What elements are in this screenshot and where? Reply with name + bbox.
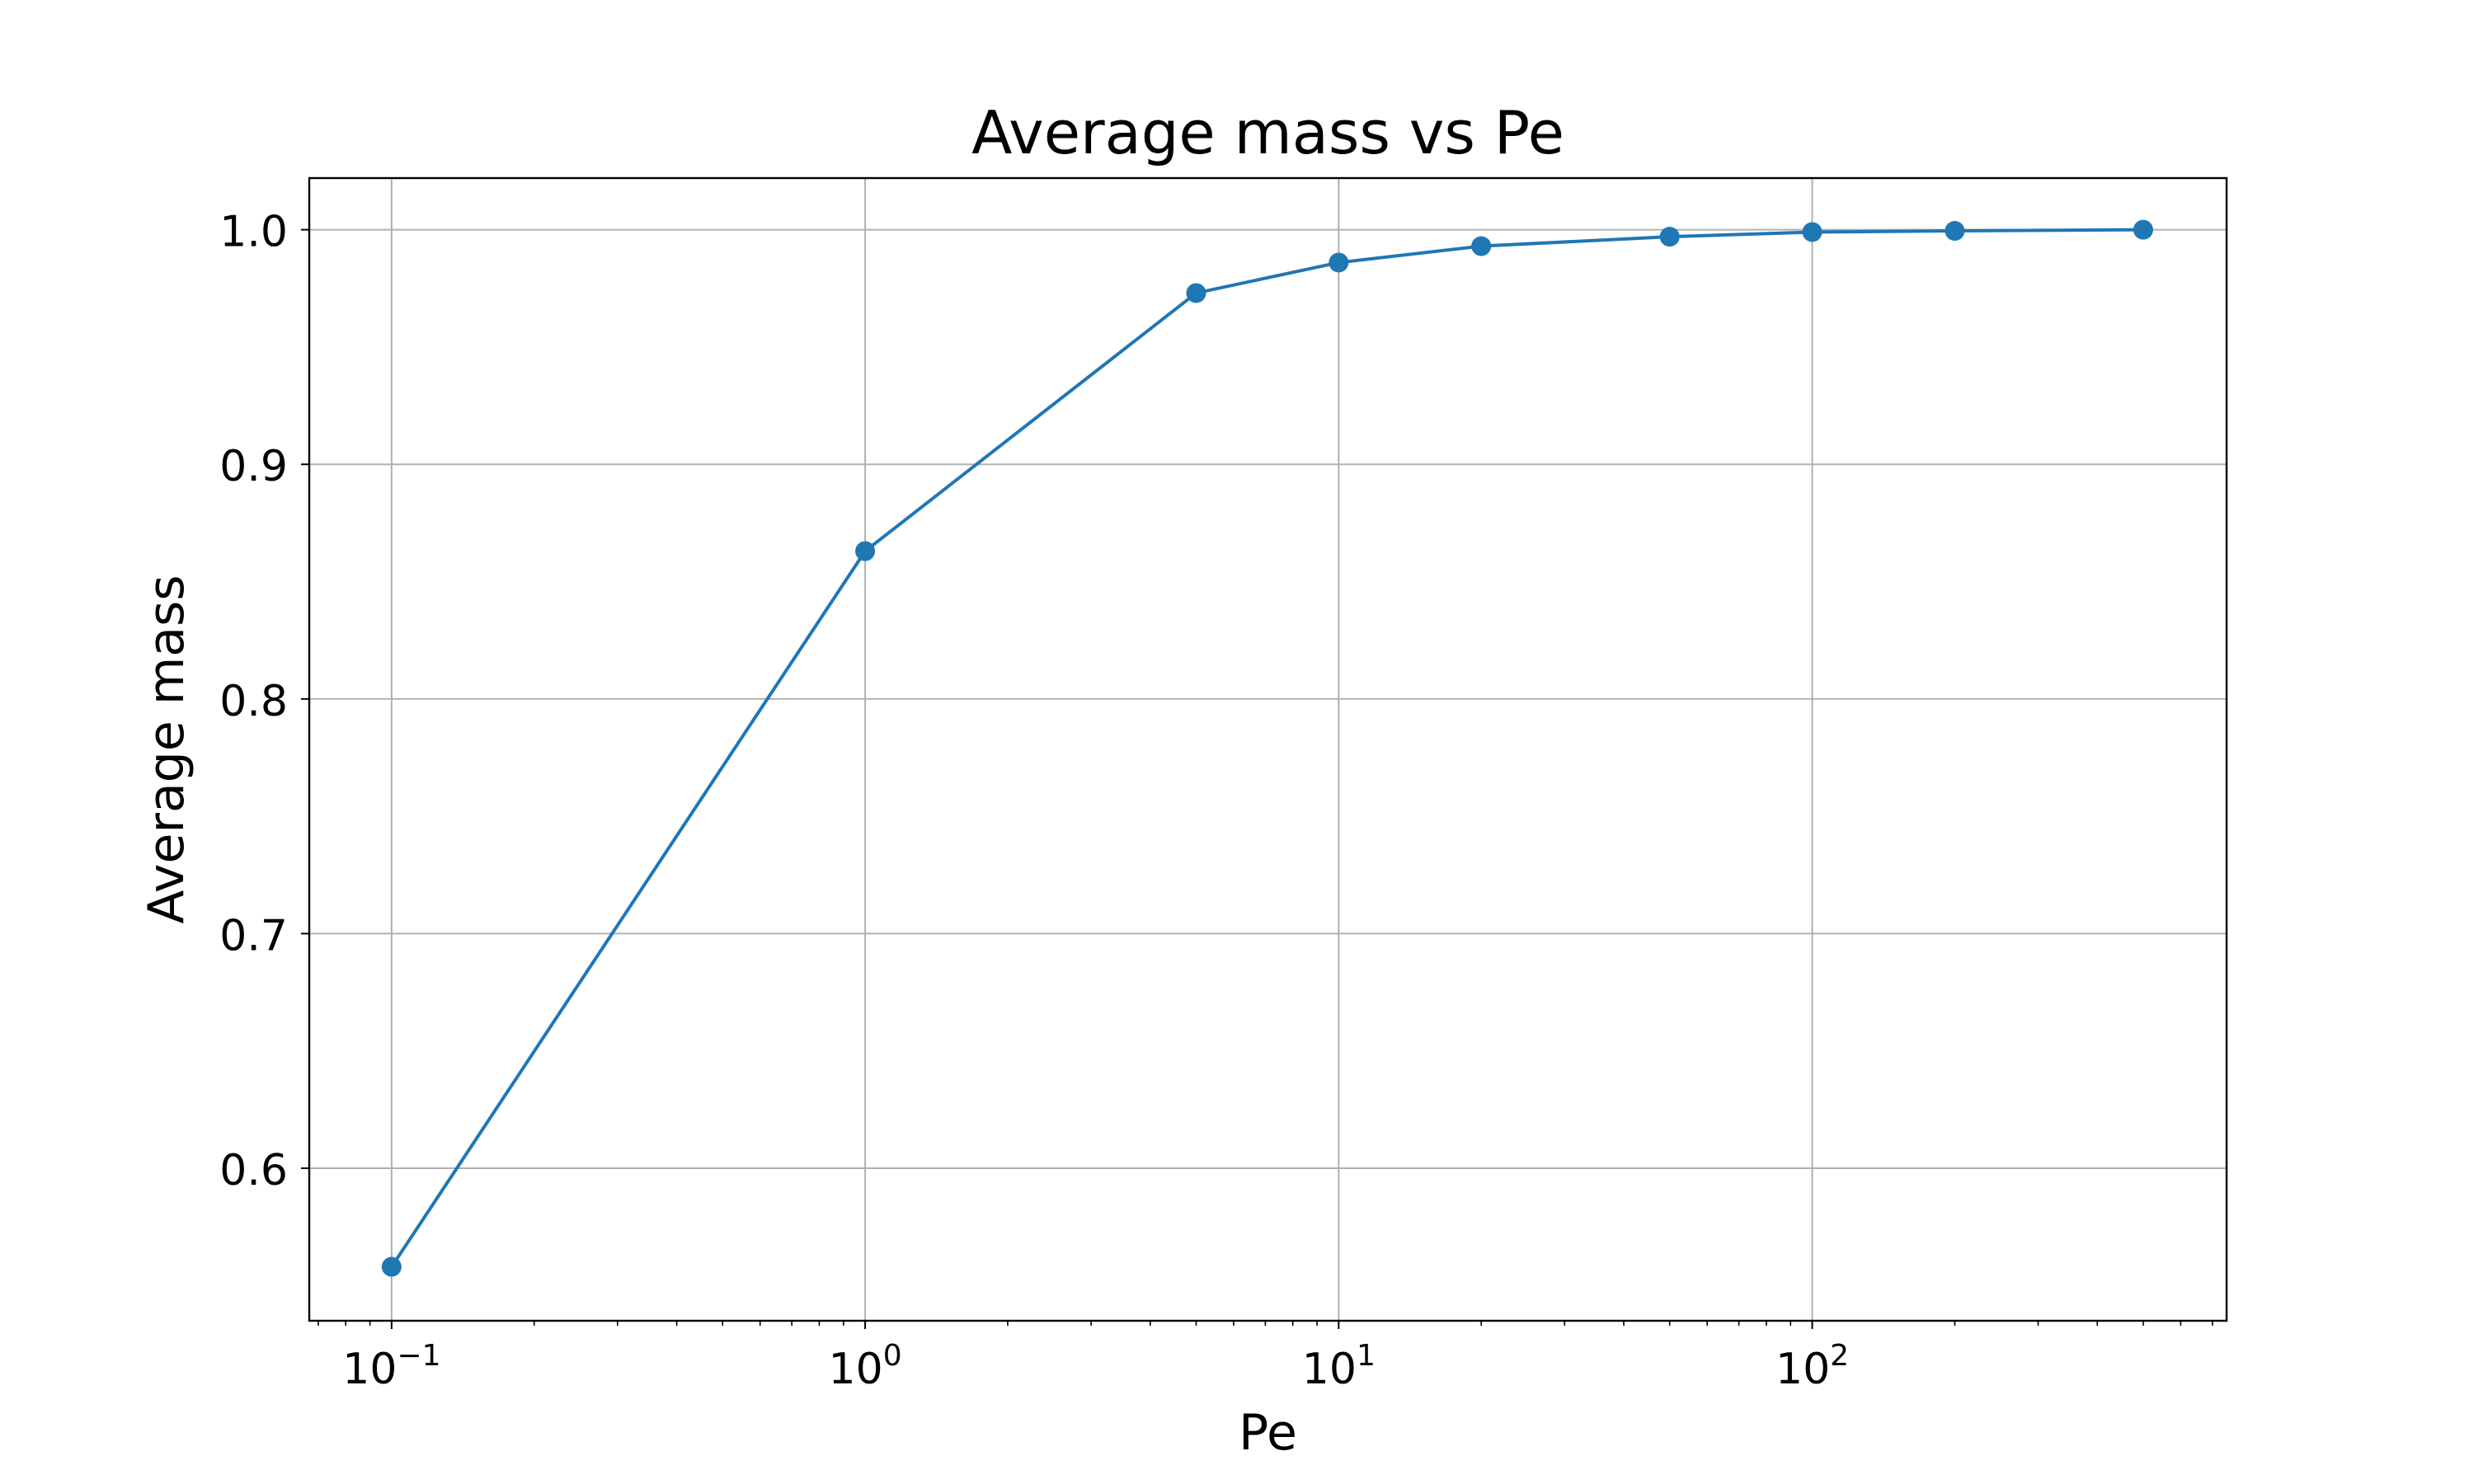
data-point: [1186, 283, 1206, 303]
x-tick-label: 101: [1302, 1339, 1376, 1394]
x-axis-label: Pe: [1239, 1404, 1297, 1462]
y-axis-label: Average mass: [138, 575, 195, 923]
data-point: [1471, 236, 1492, 256]
data-point: [1659, 227, 1680, 247]
data-point: [855, 541, 876, 561]
grid: [309, 178, 2227, 1321]
y-tick-label: 0.8: [219, 677, 288, 726]
data-point: [1802, 222, 1823, 242]
series-average-mass: [381, 219, 2153, 1277]
y-tick-label: 0.7: [219, 911, 288, 960]
x-minor-ticks: [317, 1321, 2213, 1326]
x-tick-label: 100: [829, 1339, 902, 1394]
data-point: [1945, 221, 1965, 242]
x-tick-label: 10−1: [342, 1339, 440, 1394]
y-tick-label: 0.6: [219, 1146, 288, 1195]
data-point: [381, 1256, 402, 1277]
x-tick-label: 102: [1776, 1339, 1849, 1394]
chart-title: Average mass vs Pe: [971, 98, 1564, 167]
plot-frame: [308, 176, 2228, 1322]
y-tick-label: 1.0: [219, 208, 288, 257]
y-tick-label: 0.9: [219, 442, 288, 491]
data-point: [2133, 219, 2153, 240]
axis-ticks: 0.6 0.7 0.8 0.9 1.0 10−1 100 101 102: [219, 208, 1849, 1394]
plot-area: [309, 178, 2227, 1321]
data-point: [1329, 252, 1349, 273]
